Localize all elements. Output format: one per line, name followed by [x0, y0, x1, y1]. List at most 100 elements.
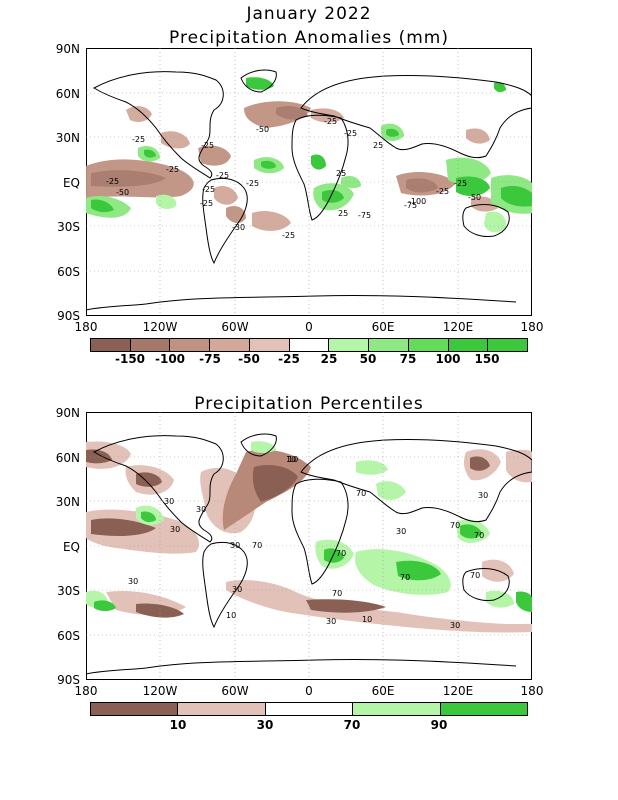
contour-label: -50 [468, 193, 481, 202]
main-title: January 2022 [246, 4, 372, 24]
contour-label: -25 [282, 231, 295, 240]
colorbar-swatch [210, 339, 250, 351]
contour-label: -25 [200, 199, 213, 208]
contour-label: 10 [226, 611, 236, 620]
contour-label: -75 [358, 211, 371, 220]
panel2-contour-labels: 10 30 30 30 70 30 70 30 10 30 70 70 30 3… [128, 455, 488, 630]
contour-label: 70 [252, 541, 262, 550]
contour-label: -25 [106, 177, 119, 186]
panel2-xlabel-120e: 120E [442, 684, 474, 698]
panel2-ylabel-30s: 30S [57, 584, 80, 598]
contour-label: 70 [332, 589, 342, 598]
colorbar-swatch [369, 339, 409, 351]
panel1-xlabel-120e: 120E [442, 320, 474, 334]
panel2-ylabel-eq: EQ [62, 540, 80, 554]
panel2-coastlines [86, 433, 532, 675]
colorbar-swatch [440, 703, 528, 715]
panel1-wet-areas [86, 77, 532, 233]
panel1-ylabel-60n: 60N [55, 87, 80, 101]
panel1-ylabel-eq: EQ [62, 176, 80, 190]
panel2-colorbar-label: 30 [256, 718, 274, 732]
colorbar-swatch [488, 339, 528, 351]
panel1-title: Precipitation Anomalies (mm) [169, 28, 449, 48]
panel2-ylabel-60s: 60S [57, 629, 80, 643]
contour-label: 30 [128, 577, 138, 586]
contour-label: 25 [373, 141, 383, 150]
contour-label: 30 [170, 525, 180, 534]
panel2-xlabel-180e: 180 [520, 684, 544, 698]
contour-label: -25 [201, 141, 214, 150]
panel2-xlabel-0: 0 [305, 684, 313, 698]
contour-label: -25 [246, 179, 259, 188]
contour-label: -25 [454, 179, 467, 188]
panel2-colorbar-label: 10 [169, 718, 187, 732]
contour-label: -50 [256, 125, 269, 134]
panel1-ylabel-30s: 30S [57, 220, 80, 234]
colorbar-swatch [329, 339, 370, 351]
panel2-xlabel-60e: 60E [371, 684, 395, 698]
contour-label: 30 [164, 497, 174, 506]
contour-label: -25 [202, 185, 215, 194]
panel2-xlabel-180w: 180 [74, 684, 98, 698]
contour-label: 70 [400, 573, 410, 582]
panel2-dry-areas [86, 441, 532, 633]
contour-label: 30 [478, 491, 488, 500]
contour-label: 70 [474, 531, 484, 540]
colorbar-swatch [91, 703, 179, 715]
contour-label: 25 [338, 209, 348, 218]
panel1-xlabel-0: 0 [305, 320, 313, 334]
panel2-ylabel-60n: 60N [55, 451, 80, 465]
contour-label: -25 [324, 117, 337, 126]
contour-label: 25 [336, 169, 346, 178]
panel2-xlabel-60w: 60W [221, 684, 249, 698]
contour-label: 30 [230, 541, 240, 550]
colorbar-swatch [249, 339, 290, 351]
colorbar-swatch [265, 703, 354, 715]
panel1-xlabel-120w: 120W [142, 320, 178, 334]
colorbar-swatch [91, 339, 131, 351]
panel1-colorbar-label: -100 [154, 352, 186, 366]
contour-label: 70 [336, 549, 346, 558]
contour-label: 70 [470, 571, 480, 580]
panel1-colorbar-label: 25 [320, 352, 338, 366]
panel2-map: 10 30 30 30 70 30 70 30 10 30 70 70 30 3… [86, 412, 532, 680]
panel1-xlabel-60e: 60E [371, 320, 395, 334]
panel1-colorbar-label: -25 [278, 352, 300, 366]
panel1-contour-labels: -25 -50 -25 -25 -25 -25 -50 -25 -25 -25 … [106, 117, 481, 240]
contour-label: 10 [362, 615, 372, 624]
panel1-colorbar-label: 75 [399, 352, 417, 366]
contour-label: -75 [404, 201, 417, 210]
colorbar-swatch [130, 339, 171, 351]
contour-label: 10 [288, 455, 298, 464]
panel1-colorbar [90, 338, 528, 352]
colorbar-swatch [170, 339, 211, 351]
panel2-grid [86, 412, 532, 680]
panel2-colorbar [90, 702, 528, 716]
panel2-ylabel-90n: 90N [55, 406, 80, 420]
panel2-ylabel-90s: 90S [57, 673, 80, 687]
panel2-title: Precipitation Percentiles [194, 394, 424, 414]
panel2-xlabel-120w: 120W [142, 684, 178, 698]
panel2-ylabel-30n: 30N [55, 495, 80, 509]
panel1-grid [86, 48, 532, 316]
panel1-xlabel-60w: 60W [221, 320, 249, 334]
panel1-xlabel-180e: 180 [520, 320, 544, 334]
contour-label: -100 [408, 197, 426, 206]
colorbar-swatch [448, 339, 489, 351]
colorbar-swatch [353, 703, 441, 715]
contour-label: 70 [450, 521, 460, 530]
panel1-xlabel-180w: 180 [74, 320, 98, 334]
panel1-ylabel-60s: 60S [57, 265, 80, 279]
panel2-wet-areas [86, 441, 532, 612]
panel1-colorbar-label: -150 [114, 352, 146, 366]
contour-label: 30 [326, 617, 336, 626]
contour-label: 30 [232, 585, 242, 594]
panel2-colorbar-label: 90 [430, 718, 448, 732]
contour-label: -50 [116, 188, 129, 197]
panel2-colorbar-label: 70 [343, 718, 361, 732]
contour-label: -25 [166, 165, 179, 174]
contour-label: 10 [286, 455, 296, 464]
panel1-ylabel-30n: 30N [55, 131, 80, 145]
contour-label: 30 [196, 505, 206, 514]
contour-label: 70 [356, 489, 366, 498]
